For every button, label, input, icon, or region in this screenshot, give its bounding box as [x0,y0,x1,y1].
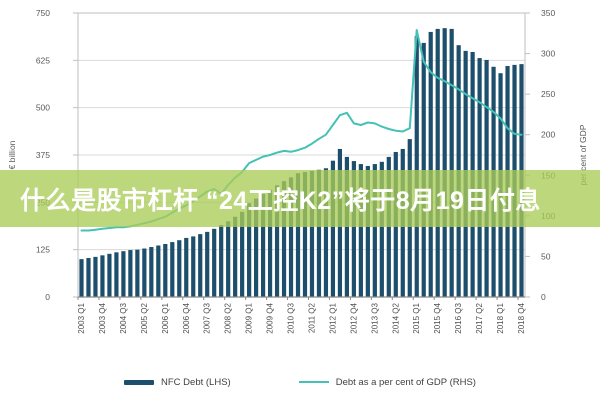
bar [309,170,315,297]
left-axis-tick-label: 0 [45,292,50,302]
bar [428,31,433,298]
x-axis-tick-label: 2015 Q4 [433,302,442,333]
right-axis-tick-label: 250 [541,89,555,99]
x-axis-tick-label: 2013 Q3 [370,302,379,333]
bar [260,194,266,297]
x-axis-tick-label: 2007 Q3 [203,302,212,333]
bar [219,225,224,297]
bar [330,160,336,297]
bar [379,161,384,297]
bar [170,242,175,297]
left-axis-tick-label: 750 [36,8,50,18]
bar [323,168,329,297]
x-axis-tick-label: 2011 Q2 [307,302,316,333]
right-axis-tick-label: 50 [541,251,551,261]
x-axis-tick-label: 2018 Q1 [496,302,505,333]
x-axis-tick-label: 2018 Q4 [517,302,526,333]
bar [93,256,98,297]
x-axis-tick-label: 2010 Q3 [287,302,296,333]
bar [86,257,91,297]
bar [442,28,447,297]
bar [121,251,126,297]
right-axis-title: per cent of GDP [578,124,588,185]
bar [267,189,273,297]
headline-text: 什么是股市杠杆 “24工控K2”将于8月19日付息 [20,186,541,215]
x-axis-tick-label: 2017 Q2 [475,302,484,333]
legend-label-nfc-debt: NFC Debt (LHS) [161,376,231,388]
bar [316,169,322,297]
legend-label-gdp-line: Debt as a per cent of GDP (RHS) [335,376,476,388]
bar [288,177,294,297]
bar [205,231,210,297]
bar [163,243,168,297]
bar [128,250,133,297]
bar [414,36,419,298]
bar [295,173,301,297]
x-axis-tick-label: 2006 Q1 [161,302,170,333]
bar [177,240,182,297]
bar [100,255,105,297]
bar [184,237,189,297]
bar [281,181,287,297]
right-axis-tick-label: 350 [541,8,555,18]
left-axis-tick-label: 375 [36,150,50,160]
x-axis-tick-label: 2014 Q2 [391,302,400,333]
x-axis-tick-label: 2003 Q1 [77,302,86,333]
bar [135,249,140,297]
bar [198,234,203,297]
bar [240,211,245,297]
x-axis-tick-label: 2005 Q2 [140,302,149,333]
bar [372,164,377,297]
bar [156,245,161,297]
bar [274,185,280,297]
bar [302,172,308,297]
right-axis-tick-label: 0 [541,292,546,302]
bar [254,198,259,297]
bar [233,216,238,297]
x-axis-tick-label: 2003 Q4 [98,302,107,333]
x-axis-tick-label: 2009 Q4 [266,302,275,333]
bar [226,221,231,297]
bar [107,253,112,297]
legend-item-nfc-debt: NFC Debt (LHS) [124,377,231,388]
gdp-line-swatch-icon [298,380,329,384]
x-axis-tick-label: 2016 Q3 [454,302,463,333]
left-axis-title: € billion [7,140,17,169]
x-axis-tick-label: 2006 Q4 [182,302,191,333]
x-axis-tick-label: 2012 Q4 [349,302,358,333]
bar [435,28,440,298]
bar [351,161,356,297]
bar [212,228,217,297]
bar [421,42,426,297]
x-axis-tick-label: 2015 Q1 [412,302,421,333]
bar [142,248,147,297]
bar [449,28,454,298]
right-axis-tick-label: 200 [541,130,555,140]
bar [365,165,370,297]
headline-overlay-banner: 什么是股市杠杆 “24工控K2”将于8月19日付息 [0,170,600,227]
bar [114,252,119,297]
x-axis-tick-label: 2008 Q2 [224,302,233,333]
bar [191,236,196,297]
left-axis-tick-label: 125 [36,245,50,255]
bar [149,247,154,297]
right-axis-tick-label: 300 [541,49,555,59]
left-axis-tick-label: 625 [36,55,50,65]
legend: NFC Debt (LHS) Debt as a per cent of GDP… [0,371,600,393]
legend-item-gdp-line: Debt as a per cent of GDP (RHS) [298,376,476,388]
x-axis-tick-label: 2012 Q1 [328,302,337,333]
bar [247,203,252,297]
left-axis-tick-label: 500 [36,103,50,113]
x-axis-tick-label: 2009 Q1 [245,302,254,333]
bar [79,259,84,297]
bar [358,164,363,297]
nfc-debt-bar-swatch-icon [124,379,155,385]
x-axis-tick-label: 2004 Q3 [119,302,128,333]
